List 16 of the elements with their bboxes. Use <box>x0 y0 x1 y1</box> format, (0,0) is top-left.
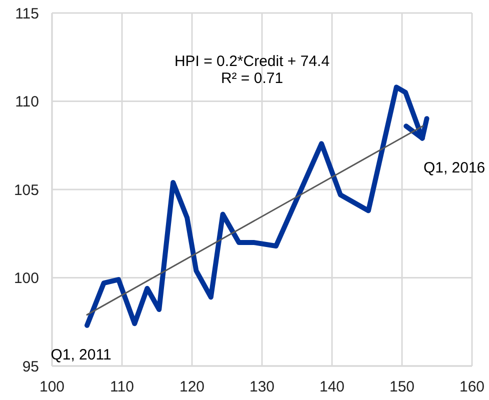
y-tick-label: 110 <box>15 94 39 111</box>
annotation: R² = 0.71 <box>220 70 284 86</box>
annotation: Q1, 2011 <box>50 346 112 363</box>
y-tick-label: 105 <box>14 182 39 199</box>
x-tick-label: 100 <box>39 378 65 396</box>
x-tick-label: 150 <box>389 378 415 396</box>
x-tick-label: 130 <box>249 378 275 396</box>
x-tick-label: 140 <box>319 378 345 396</box>
x-tick-label: 120 <box>179 378 205 396</box>
y-tick-label: 115 <box>15 5 39 22</box>
x-tick-label: 160 <box>459 378 485 396</box>
x-tick-label: 110 <box>110 378 134 396</box>
annotation: HPI = 0.2*Credit + 74.4 <box>174 52 330 70</box>
y-tick-label: 95 <box>22 358 39 376</box>
annotation: Q1, 2016 <box>423 158 486 176</box>
y-tick-label: 100 <box>14 270 39 288</box>
